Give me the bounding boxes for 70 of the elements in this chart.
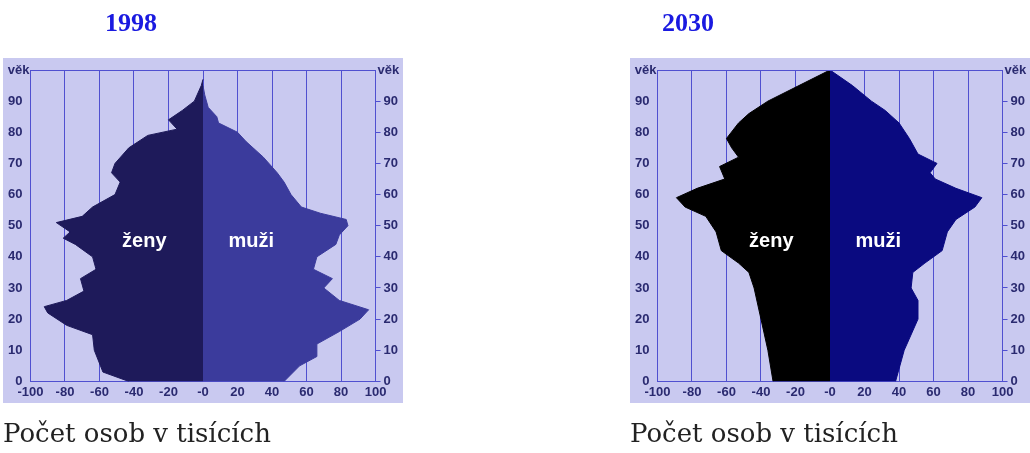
y2-axis-title: věk: [1004, 61, 1027, 77]
x-tick-label: -0: [197, 383, 209, 399]
x-tick-label: 20: [857, 383, 872, 399]
y2-tick-label: 30: [383, 279, 399, 295]
x-tick-label: 80: [333, 383, 349, 399]
y-tick-label: 0: [642, 372, 650, 388]
y-tick-label: 60: [7, 186, 23, 202]
y-tick-label: 60: [634, 186, 650, 202]
y2-tick-label: 60: [1010, 186, 1026, 202]
y2-tick-label: 10: [1010, 341, 1026, 357]
y2-tick-label: 40: [383, 248, 399, 264]
x-tick-label: 80: [960, 383, 976, 399]
y2-axis-title: věk: [377, 61, 400, 77]
y-tick-label: 70: [7, 155, 23, 170]
y-axis-title: věk: [634, 61, 658, 77]
x-tick-label: -40: [751, 383, 771, 399]
y-tick-label: 90: [634, 92, 650, 108]
y2-tick-label: 90: [383, 92, 399, 108]
x-tick-label: -20: [159, 383, 178, 399]
y2-tick-label: 80: [1010, 123, 1026, 139]
x-tick-label: -80: [682, 383, 702, 399]
x-tick-label: 20: [230, 383, 245, 399]
series-label: ženy: [749, 228, 795, 251]
y-tick-label: 0: [15, 372, 23, 388]
x-tick-label: -80: [55, 383, 75, 399]
y2-tick-label: 70: [383, 155, 399, 170]
series-label: muži: [855, 228, 902, 251]
y2-tick-label: 60: [383, 186, 399, 202]
x-axis-title: Počet osob v tisících: [630, 418, 898, 448]
y-tick-label: 50: [7, 217, 23, 233]
x-tick-label: 60: [926, 383, 941, 399]
x-tick-label: 40: [264, 383, 280, 399]
y2-tick-label: 90: [1010, 92, 1026, 108]
y2-tick-label: 0: [1010, 372, 1018, 388]
y2-tick-label: 20: [1010, 310, 1026, 326]
y2-tick-label: 30: [1010, 279, 1026, 295]
chart-title: 2030: [662, 8, 714, 38]
series-label: muži: [228, 228, 275, 251]
y-tick-label: 40: [7, 248, 23, 264]
x-axis-title: Počet osob v tisících: [3, 418, 271, 448]
y2-tick-label: 20: [383, 310, 399, 326]
y-tick-label: 20: [7, 310, 23, 326]
x-tick-label: 60: [299, 383, 314, 399]
y2-tick-label: 50: [383, 217, 399, 233]
series-label: ženy: [122, 228, 168, 251]
y-tick-label: 10: [634, 341, 650, 357]
x-tick-label: 40: [891, 383, 907, 399]
x-tick-label: -20: [786, 383, 805, 399]
y-tick-label: 30: [634, 279, 650, 295]
chart-title: 1998: [105, 8, 157, 38]
y2-tick-label: 80: [383, 123, 399, 139]
y2-tick-label: 70: [1010, 155, 1026, 170]
y-tick-label: 80: [634, 123, 650, 139]
y-tick-label: 30: [7, 279, 23, 295]
x-tick-label: -60: [717, 383, 736, 399]
y-tick-label: 50: [634, 217, 650, 233]
y-tick-label: 80: [7, 123, 23, 139]
y-tick-label: 70: [634, 155, 650, 170]
x-tick-label: -0: [824, 383, 836, 399]
y-tick-label: 90: [7, 92, 23, 108]
x-tick-label: -40: [124, 383, 144, 399]
y2-tick-label: 0: [383, 372, 391, 388]
y-tick-label: 10: [7, 341, 23, 357]
y2-tick-label: 10: [383, 341, 399, 357]
y2-tick-label: 50: [1010, 217, 1026, 233]
y-tick-label: 20: [634, 310, 650, 326]
y2-tick-label: 40: [1010, 248, 1026, 264]
y-tick-label: 40: [634, 248, 650, 264]
y-axis-title: věk: [7, 61, 31, 77]
x-tick-label: -60: [90, 383, 109, 399]
